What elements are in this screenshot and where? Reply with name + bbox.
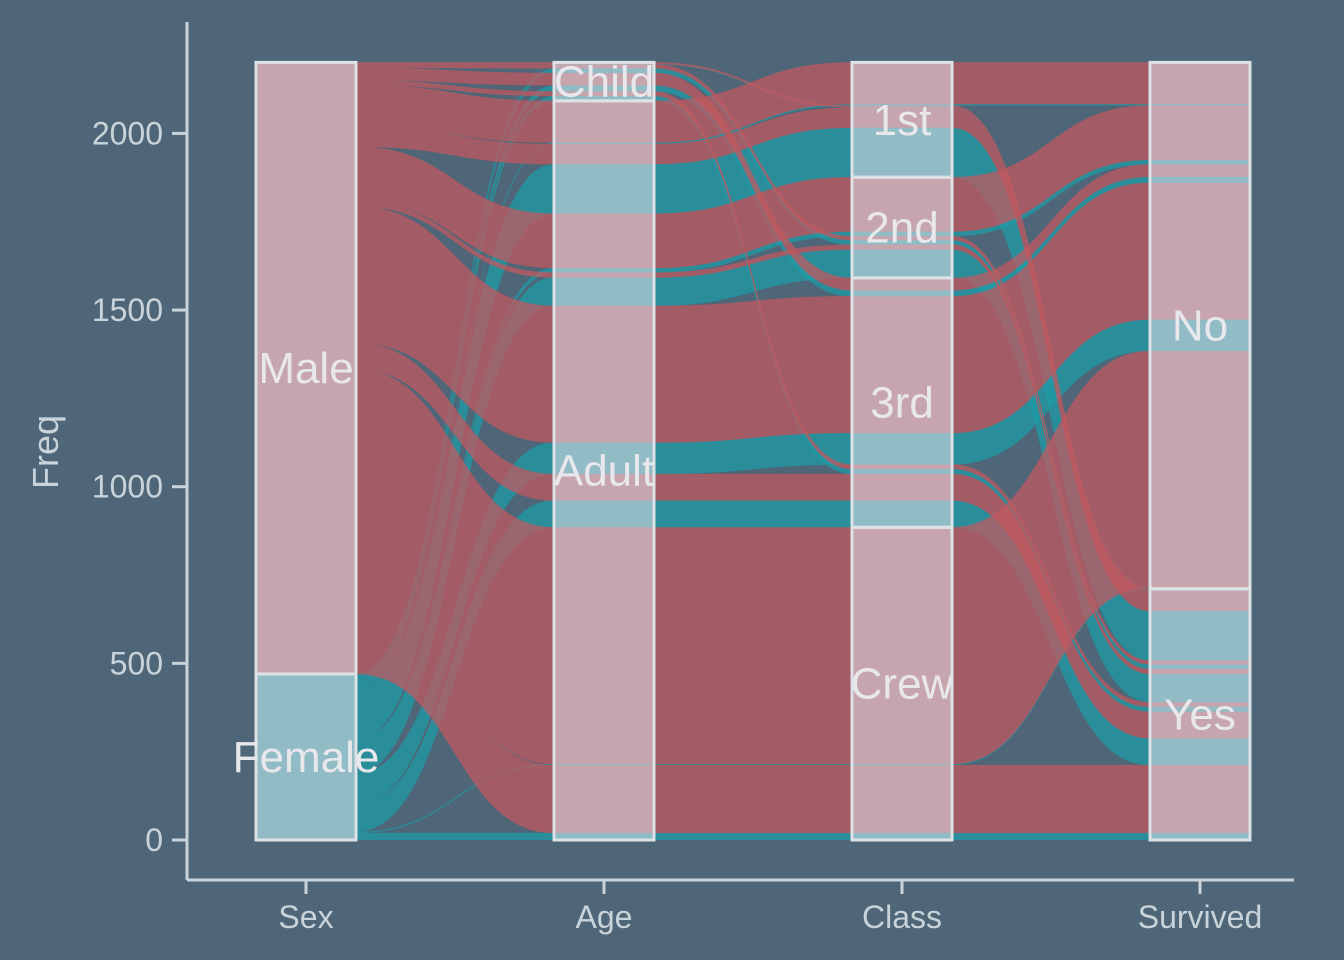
flow-female-adult-3rd-yes <box>653 500 853 528</box>
x-tick-label-age: Age <box>576 899 633 935</box>
flow-male-adult-crew-yes <box>951 764 1151 834</box>
y-axis-title: Freq <box>25 415 66 489</box>
flow-male-child-2nd-yes <box>355 63 555 69</box>
strata-layer: Female Male Adult Child Crew 3rd 2nd 1st Yes No <box>233 58 1252 842</box>
stratum-label-male: Male <box>258 344 353 393</box>
flow-male-adult-crew-yes <box>653 764 853 834</box>
stratum-label-no: No <box>1172 302 1228 351</box>
flow-male-adult-1st-no <box>951 62 1151 105</box>
stratum-age-child <box>552 60 656 103</box>
stratum-class-3rd <box>850 276 954 529</box>
stratum-label-crew: Crew <box>851 660 954 709</box>
stratum-class-1st <box>850 60 954 179</box>
flow-male-adult-3rd-yes <box>653 473 853 501</box>
stratum-label-2nd: 2nd <box>865 204 938 253</box>
stratum-survived-no <box>1148 60 1252 591</box>
y-tick-label: 1500 <box>92 292 163 328</box>
stratum-label-yes: Yes <box>1164 690 1236 739</box>
stratum-class-crew <box>850 525 954 842</box>
y-tick-label: 2000 <box>92 115 163 151</box>
flow-female-adult-crew-yes <box>653 832 853 841</box>
flow-male-child-1st-yes <box>355 62 555 65</box>
x-tick-label-survived: Survived <box>1138 899 1263 935</box>
stratum-class-2nd <box>850 175 954 280</box>
stratum-survived-yes <box>1148 587 1252 842</box>
flows-layer <box>256 62 1250 841</box>
flow-female-adult-crew-yes <box>355 832 555 841</box>
stratum-sex-male <box>254 60 358 676</box>
flow-male-adult-crew-no <box>653 527 853 765</box>
stratum-label-adult: Adult <box>554 446 654 495</box>
stratum-label-female: Female <box>233 733 380 782</box>
stratum-label-1st: 1st <box>873 96 932 145</box>
stratum-label-child: Child <box>554 58 654 107</box>
flow-female-adult-crew-yes <box>951 832 1151 841</box>
axes-layer: 0 500 1000 1500 2000 Sex Age Class Survived <box>92 22 1294 935</box>
x-tick-label-class: Class <box>862 899 942 935</box>
y-tick-label: 1000 <box>92 469 163 505</box>
flow-male-adult-3rd-no <box>653 295 853 443</box>
x-tick-label-sex: Sex <box>278 899 333 935</box>
y-tick-label: 0 <box>145 822 163 858</box>
y-tick-label: 500 <box>110 645 163 681</box>
stratum-label-3rd: 3rd <box>870 379 934 428</box>
